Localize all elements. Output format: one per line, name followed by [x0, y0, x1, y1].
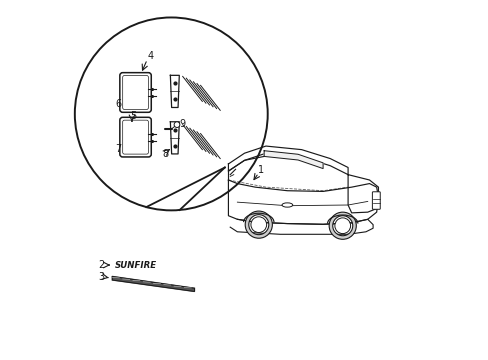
FancyBboxPatch shape — [372, 192, 380, 209]
FancyBboxPatch shape — [120, 73, 151, 112]
Circle shape — [250, 217, 266, 233]
Text: 5: 5 — [130, 111, 137, 121]
Polygon shape — [230, 219, 372, 234]
Text: SUNFIRE: SUNFIRE — [115, 261, 157, 270]
Circle shape — [174, 122, 180, 127]
Circle shape — [75, 18, 267, 210]
Wedge shape — [244, 211, 272, 238]
Polygon shape — [228, 146, 347, 175]
Text: 7: 7 — [115, 144, 122, 154]
Polygon shape — [228, 180, 378, 224]
Text: 2: 2 — [98, 260, 104, 270]
Text: 1: 1 — [257, 165, 263, 175]
Text: 8: 8 — [162, 149, 168, 159]
Text: 6: 6 — [116, 99, 122, 109]
Text: 3: 3 — [99, 272, 104, 282]
Polygon shape — [170, 122, 179, 154]
Polygon shape — [170, 75, 179, 108]
Ellipse shape — [282, 203, 292, 207]
FancyBboxPatch shape — [120, 117, 151, 157]
Wedge shape — [328, 212, 356, 239]
Polygon shape — [347, 175, 378, 213]
Circle shape — [334, 218, 350, 234]
Polygon shape — [112, 276, 194, 292]
Text: 4: 4 — [147, 51, 154, 61]
Text: 9: 9 — [179, 119, 184, 129]
Polygon shape — [146, 167, 224, 210]
Polygon shape — [264, 151, 323, 168]
